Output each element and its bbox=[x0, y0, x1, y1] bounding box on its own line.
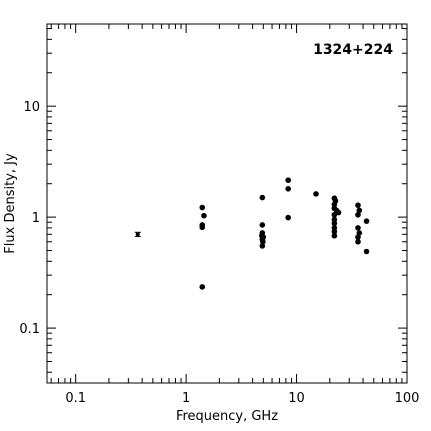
data-point bbox=[259, 222, 266, 228]
y-tick-label: 1 bbox=[32, 211, 40, 226]
x-tick-label: 10 bbox=[288, 391, 305, 406]
data-point bbox=[355, 225, 361, 231]
x-tick-label: 0.1 bbox=[65, 391, 86, 406]
data-point bbox=[355, 211, 361, 218]
data-point bbox=[331, 232, 338, 239]
data-point bbox=[331, 201, 338, 208]
data-point bbox=[363, 218, 370, 224]
x-tick-label: 1 bbox=[182, 391, 190, 406]
data-point bbox=[199, 224, 206, 231]
x-axis-label: Frequency, GHz bbox=[176, 409, 278, 424]
data-point bbox=[201, 212, 207, 219]
data-point bbox=[355, 234, 361, 240]
data-point bbox=[285, 185, 291, 192]
data-point bbox=[331, 220, 338, 227]
data-points bbox=[199, 177, 370, 290]
errorbar-points bbox=[134, 231, 141, 237]
data-point bbox=[356, 207, 363, 214]
data-point bbox=[363, 248, 370, 255]
y-axis-ticks bbox=[47, 28, 407, 373]
plot-frame bbox=[46, 23, 408, 384]
data-point bbox=[285, 214, 291, 221]
data-point bbox=[335, 209, 342, 216]
source-label: 1324+224 bbox=[313, 42, 393, 58]
y-axis-tick-labels: 0.1 1 10 bbox=[19, 100, 40, 337]
y-tick-label: 10 bbox=[23, 100, 40, 115]
data-point bbox=[355, 238, 361, 245]
data-point bbox=[331, 211, 338, 218]
data-point bbox=[285, 177, 291, 184]
y-axis-label: Flux Density, Jy bbox=[3, 153, 18, 254]
errorbar-point bbox=[135, 232, 140, 237]
data-point bbox=[259, 194, 266, 201]
data-point bbox=[313, 191, 319, 197]
data-point bbox=[259, 243, 266, 249]
x-tick-label: 100 bbox=[395, 391, 420, 406]
x-axis-tick-labels: 0.1 1 10 100 bbox=[65, 391, 419, 406]
data-point bbox=[260, 238, 266, 245]
data-point bbox=[355, 202, 361, 209]
data-point bbox=[199, 284, 206, 290]
data-point bbox=[199, 204, 206, 211]
x-axis-ticks bbox=[50, 24, 408, 383]
data-point bbox=[331, 228, 338, 235]
y-tick-label: 0.1 bbox=[19, 322, 40, 337]
